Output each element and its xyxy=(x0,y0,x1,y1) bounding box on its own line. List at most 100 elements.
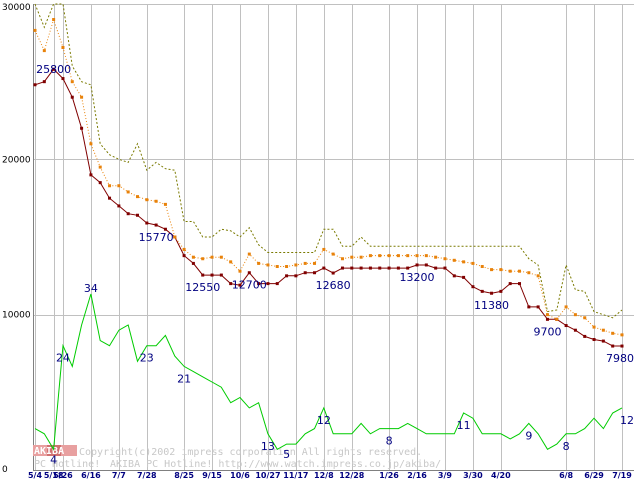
data-label: 25800 xyxy=(36,63,71,76)
watermark-logo-bottom: PC Hotline! xyxy=(34,459,100,470)
series-0-point xyxy=(117,204,121,208)
x-tick-label: 2/16 xyxy=(407,471,427,480)
x-tick-label: 12/28 xyxy=(339,471,365,480)
series-1-point xyxy=(322,247,326,251)
series-line-2 xyxy=(34,3,623,319)
x-tick-label: 8/25 xyxy=(174,471,194,480)
y-tick-label: 0 xyxy=(2,465,8,475)
series-0-point xyxy=(42,80,46,84)
series-1-point xyxy=(443,257,447,261)
series-0-point xyxy=(424,263,428,267)
series-1-point xyxy=(350,255,354,259)
series-0-point xyxy=(89,173,93,177)
series-1-point xyxy=(480,265,484,269)
x-tick-label: 12/8 xyxy=(314,471,334,480)
series-0-point xyxy=(257,282,261,286)
series-0-point xyxy=(219,273,223,277)
series-1-point xyxy=(61,45,65,49)
series-0-point xyxy=(154,223,158,227)
series-1-point xyxy=(42,49,46,53)
x-tick-label: 3/30 xyxy=(463,471,483,480)
series-0-point xyxy=(285,274,289,278)
series-1-point xyxy=(182,247,186,251)
series-1-point xyxy=(303,261,307,265)
y-tick-label: 30000 xyxy=(2,3,31,13)
series-0-point xyxy=(322,266,326,270)
data-label: 5 xyxy=(283,448,290,461)
series-1-point xyxy=(331,252,335,256)
series-1-point xyxy=(424,254,428,258)
series-1-point xyxy=(490,268,494,272)
x-tick-label: 1/26 xyxy=(379,471,399,480)
series-0-point xyxy=(387,266,391,270)
series-0-point xyxy=(313,271,317,275)
series-1-point xyxy=(117,184,121,188)
data-label: 4 xyxy=(50,453,57,466)
data-label: 12700 xyxy=(232,279,267,292)
watermark-logo-box-c xyxy=(61,445,77,456)
data-label: 24 xyxy=(56,352,70,365)
series-1-point xyxy=(415,254,419,258)
series-0-point xyxy=(564,324,568,328)
series-1-point xyxy=(247,252,251,256)
series-1-point xyxy=(434,255,438,259)
series-1-point xyxy=(564,305,568,309)
data-label: 34 xyxy=(84,282,98,295)
data-label: 9700 xyxy=(533,325,561,338)
series-0-point xyxy=(452,274,456,278)
series-1-point xyxy=(173,235,177,239)
series-1-point xyxy=(266,263,270,267)
data-label: 13200 xyxy=(400,271,435,284)
series-1-point xyxy=(573,313,577,317)
series-0-point xyxy=(303,271,307,275)
series-1-point xyxy=(396,254,400,258)
series-0-point xyxy=(70,95,74,99)
series-0-point xyxy=(108,196,112,200)
series-1-point xyxy=(368,254,372,258)
series-0-point xyxy=(415,263,419,267)
series-1-point xyxy=(257,261,261,265)
series-0-point xyxy=(601,339,605,343)
series-1-point xyxy=(471,261,475,265)
y-tick-label: 10000 xyxy=(2,311,31,321)
series-1-point xyxy=(527,271,531,275)
data-label: 23 xyxy=(140,352,154,365)
series-0-point xyxy=(331,271,335,275)
series-0-point xyxy=(145,221,149,225)
y-axis-ticks: 0 10000 20000 30000 xyxy=(2,3,31,475)
series-0-point xyxy=(583,334,587,338)
series-1-point xyxy=(499,268,503,272)
series-1-point xyxy=(33,28,37,32)
series-0-point xyxy=(443,266,447,270)
data-label: 12 xyxy=(317,414,331,427)
data-label: 15770 xyxy=(139,231,174,244)
series-line-3 xyxy=(34,293,623,451)
watermark-logo-box-a xyxy=(33,445,47,456)
series-0-point xyxy=(201,273,205,277)
series-0-point xyxy=(210,273,214,277)
series-0-point xyxy=(182,254,186,258)
y-tick-label: 20000 xyxy=(2,155,31,165)
series-1-point xyxy=(545,313,549,317)
series-0-point xyxy=(266,282,270,286)
series-1-point xyxy=(238,269,242,273)
series-1-point xyxy=(294,263,298,267)
series-1-point xyxy=(611,331,615,335)
series-1-point xyxy=(229,260,233,264)
series-0-point xyxy=(126,212,130,216)
x-tick-label: 4/20 xyxy=(491,471,511,480)
series-0-point xyxy=(98,181,102,185)
series-0-point xyxy=(359,266,363,270)
series-1-point xyxy=(219,255,223,259)
series-0-point xyxy=(163,227,167,231)
data-label: 8 xyxy=(563,440,570,453)
series-0-point xyxy=(592,338,596,342)
x-tick-label: 6/16 xyxy=(81,471,101,480)
series-0-point xyxy=(434,266,438,270)
series-1-point xyxy=(518,269,522,273)
x-tick-label: 5/18 xyxy=(44,471,64,480)
series-0-point xyxy=(247,271,251,275)
series-0-point xyxy=(135,213,139,217)
